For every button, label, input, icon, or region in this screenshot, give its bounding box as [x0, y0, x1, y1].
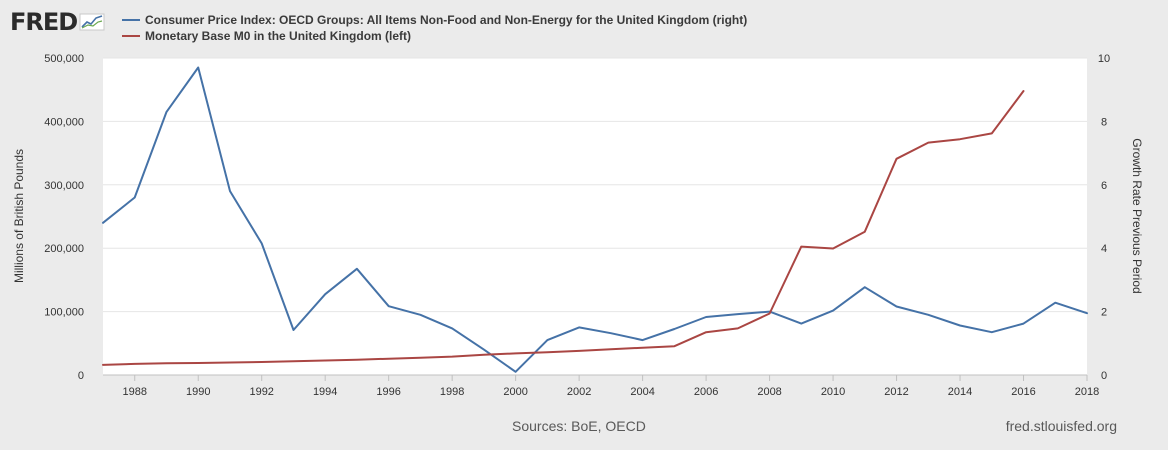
fred-logo[interactable]: FRED	[10, 8, 105, 36]
chart-legend: Consumer Price Index: OECD Groups: All I…	[122, 12, 747, 44]
x-tick-label: 1994	[313, 386, 337, 398]
x-tick-label: 1996	[376, 386, 400, 398]
series-lines	[102, 66, 1088, 373]
right-tick-label: 8	[1101, 116, 1107, 128]
fred-logo-text: FRED	[10, 8, 78, 36]
x-tick-label: 2006	[694, 386, 718, 398]
right-axis-ticks: 0 2 4 6 8 10	[1098, 53, 1110, 382]
right-tick-label: 6	[1101, 180, 1107, 192]
left-tick-label: 200,000	[44, 243, 84, 255]
x-tick-label: 1992	[249, 386, 273, 398]
left-axis-label: Millions of British Pounds	[12, 149, 26, 283]
x-tick-label: 1988	[122, 386, 146, 398]
series-line-1[interactable]	[102, 90, 1025, 366]
right-axis-label: Growth Rate Previous Period	[1130, 138, 1144, 293]
plot-background	[103, 58, 1087, 375]
sources-text: Sources: BoE, OECD	[512, 418, 646, 434]
x-tick-label: 2002	[567, 386, 591, 398]
right-tick-label: 10	[1098, 53, 1110, 65]
x-tick-label: 1998	[440, 386, 464, 398]
legend-label-cpi: Consumer Price Index: OECD Groups: All I…	[145, 13, 748, 27]
fred-chart-icon	[79, 13, 105, 31]
legend-label-m0: Monetary Base M0 in the United Kingdom (…	[145, 29, 412, 43]
left-tick-label: 500,000	[44, 53, 84, 65]
right-tick-label: 0	[1101, 370, 1107, 382]
left-tick-label: 400,000	[44, 116, 84, 128]
x-tick-label: 2010	[821, 386, 845, 398]
x-tick-label: 1990	[186, 386, 210, 398]
x-tick-label: 2014	[948, 386, 972, 398]
chart-header: FRED Consumer Price Index: OECD Groups: …	[0, 0, 1168, 48]
x-tick-label: 2008	[757, 386, 781, 398]
legend-item-m0[interactable]: Monetary Base M0 in the United Kingdom (…	[122, 28, 747, 44]
legend-swatch-cpi	[122, 19, 140, 21]
x-tick-label: 2012	[884, 386, 908, 398]
right-tick-label: 4	[1101, 243, 1107, 255]
left-tick-label: 300,000	[44, 180, 84, 192]
x-tick-label: 2000	[503, 386, 527, 398]
left-tick-label: 100,000	[44, 307, 84, 319]
x-tick-label: 2016	[1011, 386, 1035, 398]
x-tick-label: 2004	[630, 386, 654, 398]
series-line-0[interactable]	[102, 66, 1088, 373]
x-axis-ticks: 1988 1990 1992 1994 1996 1998 2000 2002 2004 2006…	[103, 374, 1099, 398]
x-tick-label: 2018	[1075, 386, 1099, 398]
right-tick-label: 2	[1101, 307, 1107, 319]
fred-url-link[interactable]: fred.stlouisfed.org	[1005, 418, 1117, 434]
legend-swatch-m0	[122, 35, 140, 37]
legend-item-cpi[interactable]: Consumer Price Index: OECD Groups: All I…	[122, 12, 747, 28]
left-tick-label: 0	[78, 370, 84, 382]
left-axis-ticks: 0 100,000 200,000 300,000 400,000 500,000	[44, 53, 84, 382]
